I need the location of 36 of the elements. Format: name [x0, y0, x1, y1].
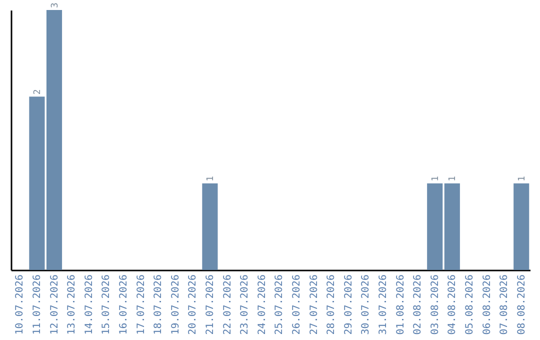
data-label: 1: [448, 176, 458, 182]
x-tick-label: 23.07.2026: [240, 274, 251, 335]
x-tick-label: 20.07.2026: [188, 274, 199, 335]
data-label: 2: [32, 89, 43, 95]
x-tick-label: 02.08.2026: [412, 274, 424, 335]
x-tick-label: 07.08.2026: [499, 274, 510, 335]
data-label: 1: [206, 176, 216, 182]
x-tick-label: 11.07.2026: [32, 274, 43, 335]
x-tick-label: 27.07.2026: [308, 274, 320, 335]
data-label: 3: [50, 2, 60, 8]
x-tick-label: 10.07.2026: [14, 274, 26, 335]
x-tick-label: 12.07.2026: [49, 274, 60, 335]
x-tick-label: 28.07.2026: [326, 274, 338, 335]
x-tick-label: 14.07.2026: [84, 274, 95, 335]
x-tick-label: 30.07.2026: [360, 274, 372, 335]
x-tick-label: 17.07.2026: [136, 274, 147, 335]
x-tick-label: 19.07.2026: [170, 274, 182, 335]
x-tick-label: 29.07.2026: [343, 274, 354, 335]
x-tick-label: 25.07.2026: [274, 274, 286, 335]
data-label: 1: [430, 176, 441, 182]
x-tick-label: 08.08.2026: [516, 274, 528, 335]
x-tick-label: 18.07.2026: [153, 274, 164, 335]
x-tick-label: 05.08.2026: [464, 274, 476, 335]
x-tick-label: 22.07.2026: [222, 274, 234, 335]
x-tick-label: 26.07.2026: [291, 274, 302, 335]
x-tick-label: 01.08.2026: [395, 274, 406, 335]
data-label: 1: [517, 176, 528, 182]
x-tick-label: 31.07.2026: [378, 274, 389, 335]
x-tick-label: 15.07.2026: [101, 274, 112, 335]
x-tick-label: 06.08.2026: [482, 274, 493, 335]
x-tick-label: 04.08.2026: [447, 274, 458, 335]
x-tick-label: 24.07.2026: [256, 274, 268, 335]
x-tick-label: 16.07.2026: [118, 274, 130, 335]
x-tick-label: 03.08.2026: [430, 274, 441, 335]
x-tick-label: 13.07.2026: [66, 274, 78, 335]
x-tick-label: 21.07.2026: [204, 274, 216, 335]
